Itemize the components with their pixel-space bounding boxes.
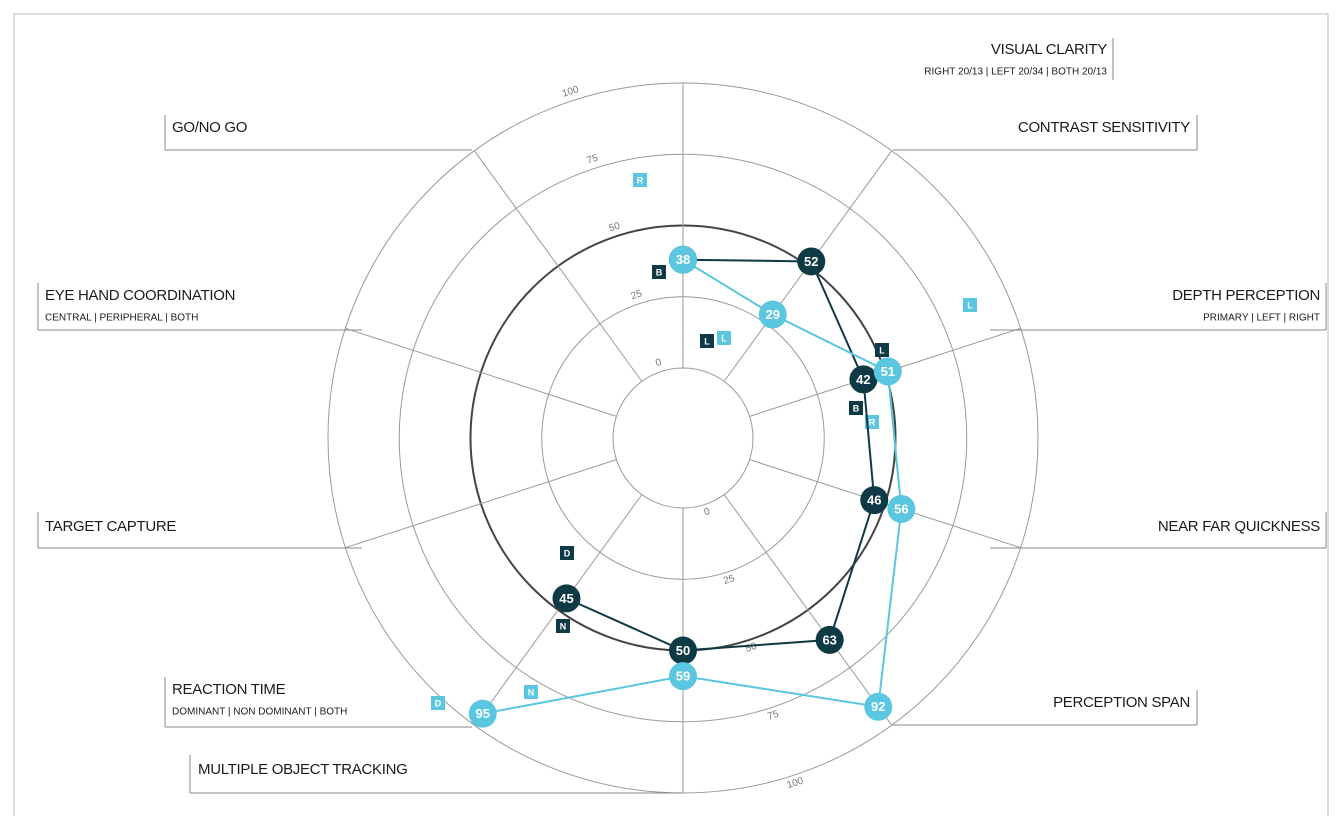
data-point (669, 636, 697, 665)
tag-label: D (435, 698, 442, 708)
data-label: 51 (881, 364, 895, 379)
r-tick-label: 100 (786, 775, 806, 791)
r-tick-label: 0 (654, 357, 663, 369)
tag-label: N (560, 621, 567, 631)
data-point (849, 365, 878, 394)
data-point (873, 357, 902, 386)
category-subtitle: RIGHT 20/13 | LEFT 20/34 | BOTH 20/13 (924, 67, 1107, 78)
tag-box (700, 334, 714, 348)
data-label: 59 (676, 669, 690, 684)
r-tick-label: 25 (630, 288, 644, 302)
tag-box (717, 331, 731, 345)
r-tick-label: 75 (586, 153, 600, 167)
data-point (815, 625, 844, 654)
category-subtitle: CENTRAL | PERIPHERAL | BOTH (45, 313, 198, 324)
tag-box (652, 265, 666, 279)
frame (13, 13, 1329, 816)
data-label: 56 (894, 501, 908, 516)
data-point (669, 245, 697, 274)
tag-label: R (869, 417, 876, 427)
spoke (345, 459, 617, 549)
ring (612, 367, 754, 509)
category-label: REACTION TIME (172, 681, 286, 698)
category-subtitle: DOMINANT | NON DOMINANT | BOTH (172, 707, 347, 718)
category-label: VISUAL CLARITY (991, 41, 1107, 58)
category-label: DEPTH PERCEPTION (1172, 287, 1320, 304)
data-point (669, 662, 697, 691)
tag-label: N (528, 687, 535, 697)
data-point (864, 692, 893, 721)
data-point (758, 300, 787, 329)
data-point (468, 699, 497, 728)
data-label: 45 (559, 591, 573, 606)
data-label: 63 (822, 632, 836, 647)
category-label: PERCEPTION SPAN (1053, 694, 1190, 711)
category-label: NEAR FAR QUICKNESS (1158, 518, 1320, 535)
tag-label: B (853, 403, 860, 413)
series-line (566, 258, 876, 652)
category-subtitle: PRIMARY | LEFT | RIGHT (1203, 313, 1320, 324)
data-label: 42 (856, 372, 870, 387)
data-label: 92 (871, 699, 885, 714)
r-tick-label: 100 (561, 84, 581, 100)
data-point (797, 247, 826, 276)
data-label: 46 (867, 493, 881, 508)
tag-box (875, 343, 889, 357)
spoke (473, 150, 643, 382)
tag-box (963, 298, 977, 312)
tag-box (849, 401, 863, 415)
tag-label: R (637, 175, 644, 185)
data-label: 95 (475, 706, 489, 721)
category-label: GO/NO GO (172, 119, 247, 136)
tag-label: B (656, 267, 663, 277)
tag-label: L (879, 345, 885, 355)
data-label: 52 (804, 254, 818, 269)
r-tick-label: 50 (744, 641, 758, 655)
tag-box (556, 619, 570, 633)
category-label: EYE HAND COORDINATION (45, 287, 235, 304)
tag-box (431, 696, 445, 710)
tag-box (633, 173, 647, 187)
spoke (723, 494, 893, 726)
tag-label: L (721, 333, 727, 343)
r-tick-label: 75 (766, 709, 780, 723)
tag-label: L (704, 336, 710, 346)
r-tick-label: 50 (608, 220, 622, 234)
data-point (860, 486, 889, 515)
category-label: TARGET CAPTURE (45, 518, 176, 535)
tag-label: D (564, 548, 571, 558)
r-tick-label: 25 (722, 573, 736, 587)
data-label: 29 (765, 307, 779, 322)
data-label: 50 (676, 643, 690, 658)
data-point (887, 494, 916, 523)
spoke (345, 327, 617, 417)
category-label: CONTRAST SENSITIVITY (1018, 119, 1190, 136)
tag-box (524, 685, 538, 699)
tag-label: L (967, 300, 973, 310)
data-point (552, 584, 581, 613)
category-label: MULTIPLE OBJECT TRACKING (198, 761, 408, 778)
data-label: 38 (676, 252, 690, 267)
tag-box (560, 546, 574, 560)
r-tick-label: 0 (703, 506, 712, 518)
spoke (473, 494, 643, 726)
